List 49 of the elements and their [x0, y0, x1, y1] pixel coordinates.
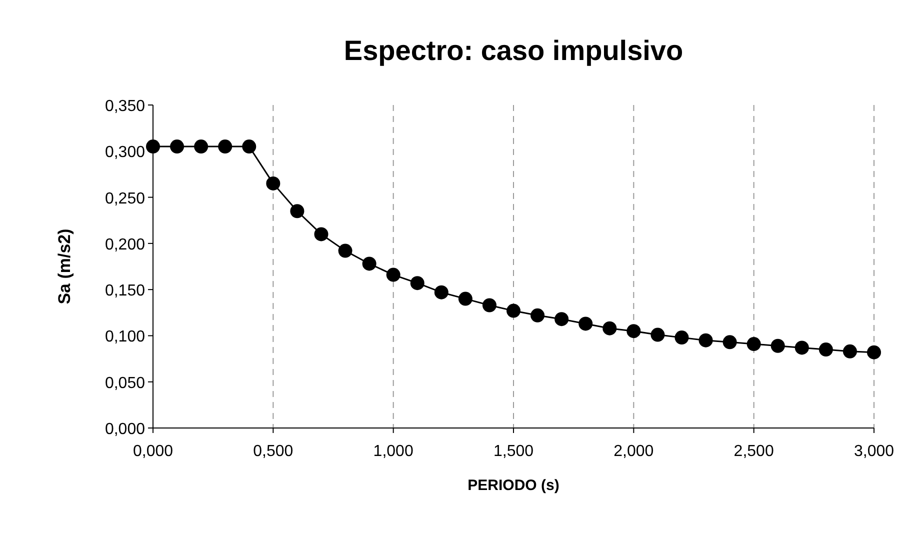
point	[170, 140, 184, 154]
chart-title: Espectro: caso impulsivo	[344, 35, 684, 66]
y-tick-label: 0,000	[104, 421, 146, 438]
y-tick-label: 0,200	[104, 236, 146, 254]
point	[674, 330, 689, 345]
point	[194, 140, 208, 154]
point	[338, 244, 352, 258]
point	[458, 292, 472, 306]
y-axis-title: Sa (m/s2)	[55, 228, 74, 304]
y-tick-label: 0,300	[104, 144, 146, 162]
point	[290, 204, 304, 218]
point	[218, 140, 232, 154]
point	[146, 140, 160, 154]
point	[698, 333, 713, 348]
y-tick-label: 0,100	[104, 328, 146, 346]
point	[578, 316, 593, 331]
point	[266, 176, 280, 190]
point	[794, 340, 809, 355]
point	[842, 344, 857, 358]
y-tick-label: 0,050	[104, 374, 146, 392]
point	[770, 338, 785, 353]
point	[482, 298, 496, 312]
point	[410, 276, 424, 290]
point	[242, 140, 256, 154]
x-tick-label: 2,000	[614, 443, 654, 460]
point	[506, 304, 520, 318]
y-tick-label: 0,350	[104, 98, 146, 115]
point	[554, 312, 569, 326]
point	[530, 308, 545, 322]
x-tick-label: 1,000	[373, 443, 414, 460]
x-tick-label: 2,500	[734, 443, 774, 460]
x-tick-label: 3,000	[854, 443, 894, 460]
point	[314, 227, 328, 242]
y-tick-label: 0,150	[104, 282, 146, 300]
point	[602, 321, 617, 336]
point	[722, 335, 737, 350]
point	[362, 256, 376, 271]
x-tick-label: 1,500	[493, 443, 534, 460]
point	[386, 268, 400, 282]
point	[867, 345, 881, 360]
point	[746, 337, 761, 352]
point	[434, 285, 448, 300]
x-axis-title: PERIODO (s)	[468, 477, 560, 494]
point	[626, 324, 641, 338]
x-tick-label: 0,500	[253, 443, 294, 460]
point	[650, 328, 665, 342]
x-tick-label: 0,000	[132, 443, 174, 460]
y-tick-label: 0,250	[104, 190, 146, 208]
point	[818, 342, 833, 357]
